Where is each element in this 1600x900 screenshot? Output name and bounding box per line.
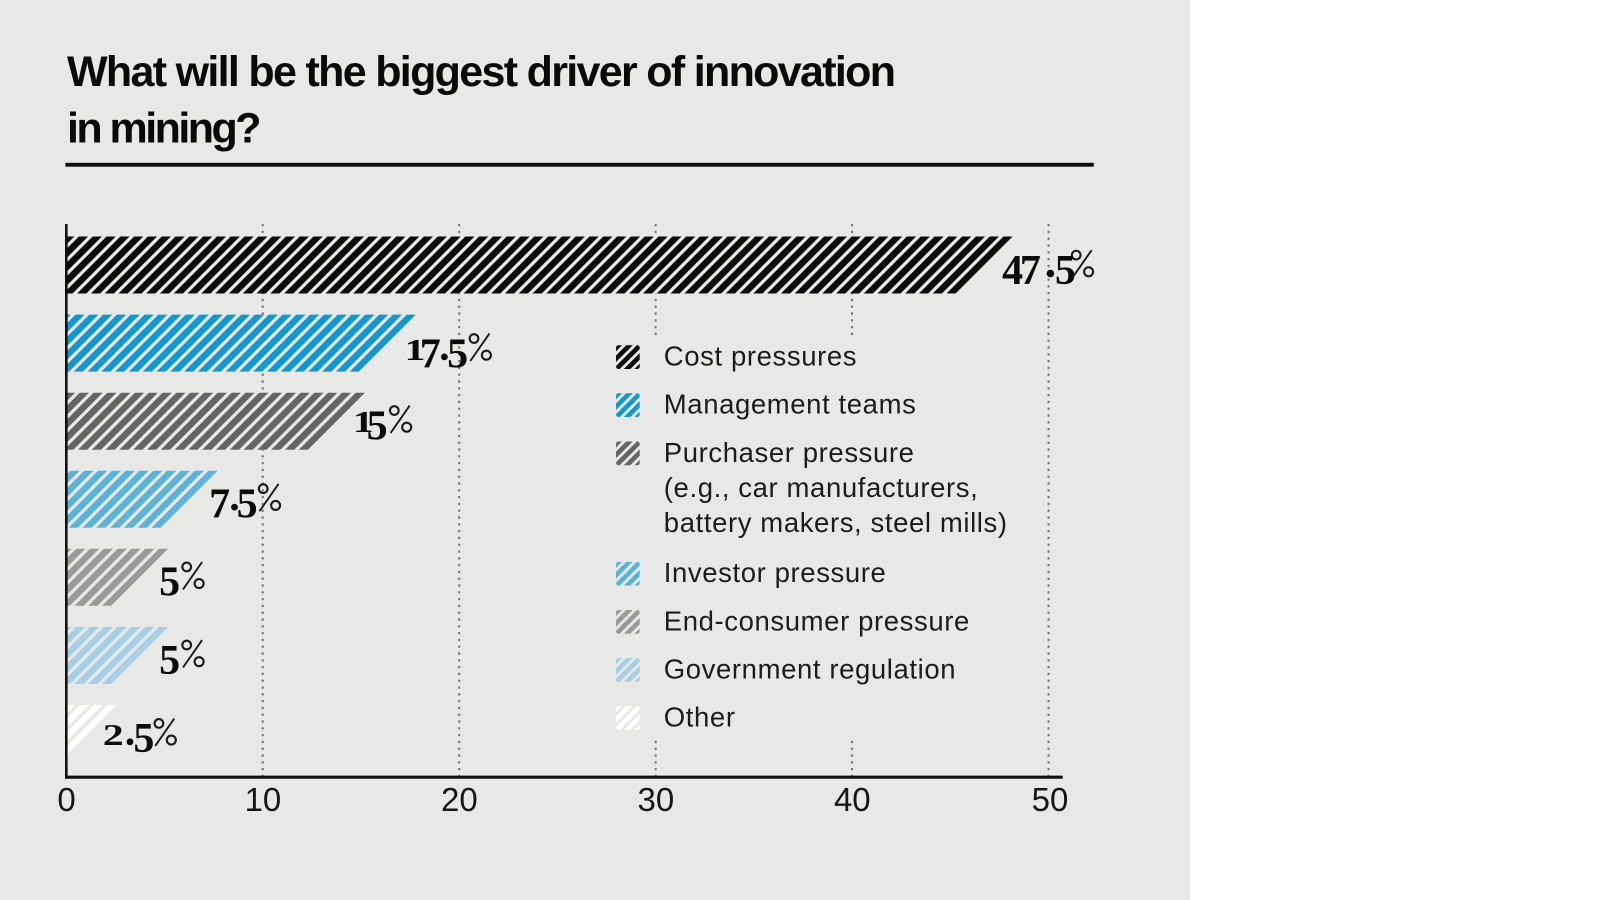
svg-text:2: 2 — [103, 717, 124, 751]
svg-text:50: 50 — [1032, 781, 1069, 818]
svg-text:0: 0 — [57, 781, 75, 818]
svg-text:30: 30 — [637, 781, 674, 818]
svg-text:7: 7 — [209, 482, 230, 528]
svg-text:1: 1 — [353, 404, 374, 438]
svg-text:7: 7 — [420, 331, 441, 377]
svg-text:Other: Other — [664, 701, 736, 732]
svg-text:4: 4 — [1002, 248, 1023, 294]
svg-text:What will be the biggest drive: What will be the biggest driver of innov… — [67, 48, 896, 96]
svg-text:End-consumer pressure: End-consumer pressure — [664, 605, 970, 636]
svg-text:5: 5 — [159, 638, 180, 684]
svg-text:Investor pressure: Investor pressure — [664, 557, 887, 588]
svg-text:1: 1 — [405, 332, 426, 366]
svg-text:5: 5 — [1055, 248, 1076, 294]
svg-text:40: 40 — [834, 781, 871, 818]
svg-text:in mining?: in mining? — [67, 105, 262, 153]
svg-text:(e.g., car manufacturers,: (e.g., car manufacturers, — [664, 472, 979, 503]
svg-text:Management teams: Management teams — [664, 389, 917, 420]
svg-text:5: 5 — [237, 482, 258, 528]
svg-text:Government regulation: Government regulation — [664, 653, 956, 684]
svg-text:7: 7 — [1020, 248, 1041, 294]
svg-text:5: 5 — [159, 560, 180, 606]
svg-text:10: 10 — [245, 781, 282, 818]
svg-text:battery makers, steel mills): battery makers, steel mills) — [664, 507, 1008, 538]
svg-text:5: 5 — [447, 331, 468, 377]
svg-text:Purchaser pressure: Purchaser pressure — [664, 437, 915, 468]
svg-text:Cost pressures: Cost pressures — [664, 341, 857, 372]
svg-text:20: 20 — [441, 781, 478, 818]
svg-text:5: 5 — [367, 403, 388, 449]
svg-text:5: 5 — [133, 716, 154, 762]
